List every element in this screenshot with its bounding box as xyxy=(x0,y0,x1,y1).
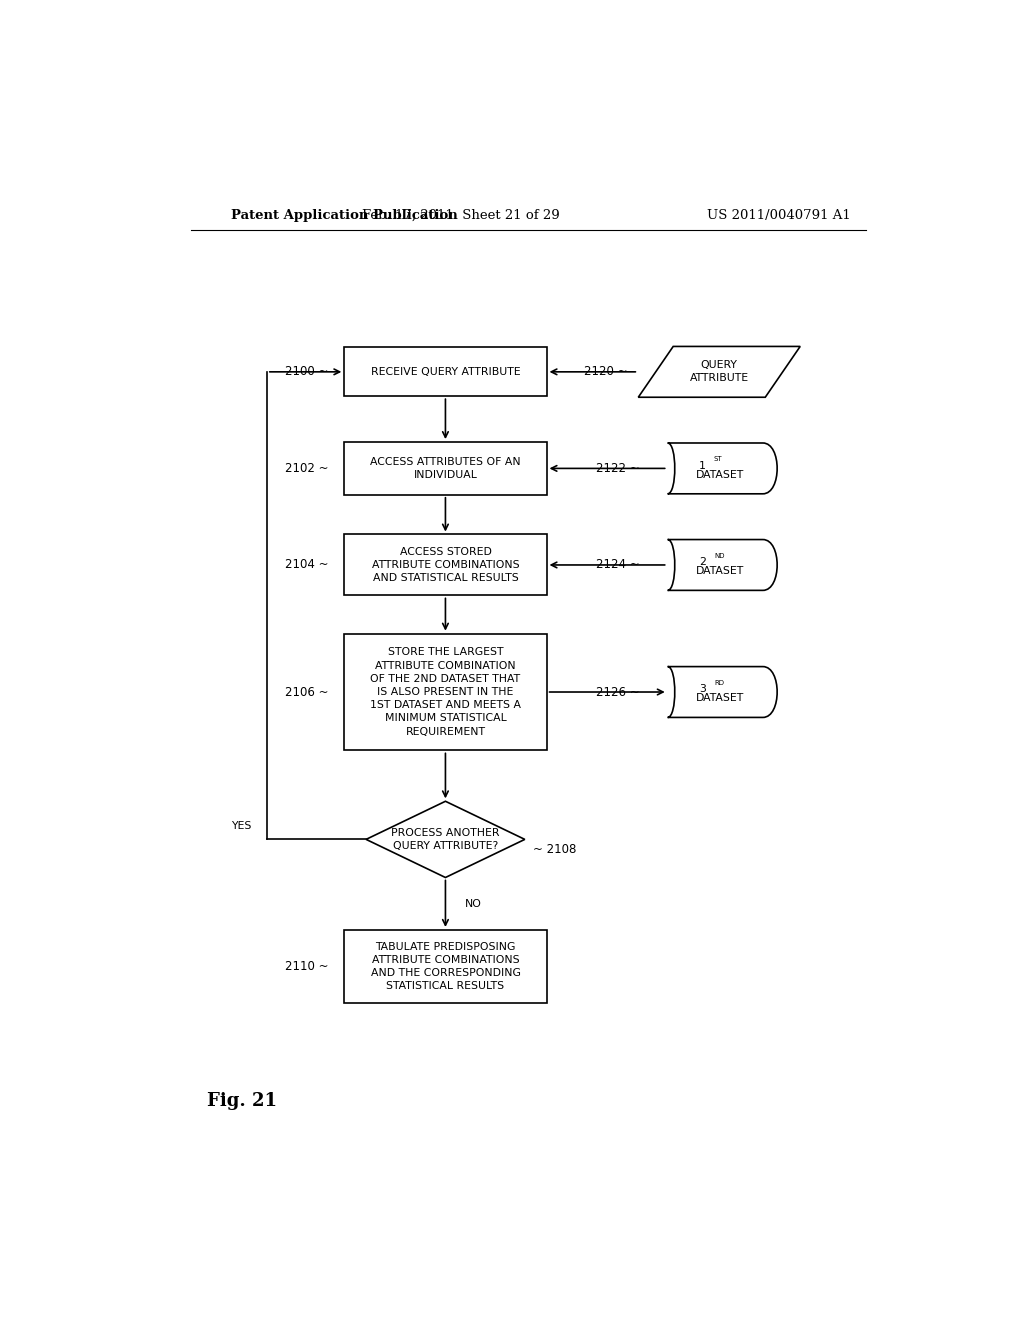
Text: 2100 ~: 2100 ~ xyxy=(285,366,329,379)
Text: ST: ST xyxy=(714,457,723,462)
Text: 2122 ~: 2122 ~ xyxy=(596,462,640,475)
Text: ~ 2108: ~ 2108 xyxy=(532,843,577,857)
Text: Feb. 17, 2011  Sheet 21 of 29: Feb. 17, 2011 Sheet 21 of 29 xyxy=(362,209,560,222)
Text: 3: 3 xyxy=(699,685,707,694)
Text: 2110 ~: 2110 ~ xyxy=(285,960,329,973)
Text: 2124 ~: 2124 ~ xyxy=(596,558,640,572)
Bar xyxy=(344,634,547,751)
Text: 2126 ~: 2126 ~ xyxy=(596,685,640,698)
Text: 2106 ~: 2106 ~ xyxy=(285,685,329,698)
PathPatch shape xyxy=(668,444,777,494)
Text: 2: 2 xyxy=(699,557,707,568)
PathPatch shape xyxy=(668,540,777,590)
Text: RD: RD xyxy=(714,680,724,686)
Bar xyxy=(344,535,547,595)
Text: STORE THE LARGEST
ATTRIBUTE COMBINATION
OF THE 2ND DATASET THAT
IS ALSO PRESENT : STORE THE LARGEST ATTRIBUTE COMBINATION … xyxy=(370,647,521,737)
Text: ND: ND xyxy=(714,553,725,558)
Text: TABULATE PREDISPOSING
ATTRIBUTE COMBINATIONS
AND THE CORRESPONDING
STATISTICAL R: TABULATE PREDISPOSING ATTRIBUTE COMBINAT… xyxy=(371,941,520,991)
Text: Fig. 21: Fig. 21 xyxy=(207,1092,278,1110)
Text: DATASET: DATASET xyxy=(696,566,744,576)
Text: RECEIVE QUERY ATTRIBUTE: RECEIVE QUERY ATTRIBUTE xyxy=(371,367,520,376)
Text: 2102 ~: 2102 ~ xyxy=(285,462,329,475)
Text: 1: 1 xyxy=(699,461,707,471)
Text: DATASET: DATASET xyxy=(696,470,744,479)
Text: QUERY
ATTRIBUTE: QUERY ATTRIBUTE xyxy=(690,360,749,383)
Text: US 2011/0040791 A1: US 2011/0040791 A1 xyxy=(707,209,851,222)
Bar xyxy=(344,347,547,396)
Text: 2120 ~: 2120 ~ xyxy=(585,366,628,379)
Polygon shape xyxy=(367,801,524,878)
Text: Patent Application Publication: Patent Application Publication xyxy=(231,209,458,222)
Text: NO: NO xyxy=(465,899,482,908)
Text: ACCESS ATTRIBUTES OF AN
INDIVIDUAL: ACCESS ATTRIBUTES OF AN INDIVIDUAL xyxy=(370,457,521,480)
Bar xyxy=(344,929,547,1003)
Bar xyxy=(344,442,547,495)
Text: PROCESS ANOTHER
QUERY ATTRIBUTE?: PROCESS ANOTHER QUERY ATTRIBUTE? xyxy=(391,828,500,851)
PathPatch shape xyxy=(668,667,777,718)
Text: 2104 ~: 2104 ~ xyxy=(285,558,329,572)
Text: YES: YES xyxy=(230,821,251,832)
Text: DATASET: DATASET xyxy=(696,693,744,704)
Text: ACCESS STORED
ATTRIBUTE COMBINATIONS
AND STATISTICAL RESULTS: ACCESS STORED ATTRIBUTE COMBINATIONS AND… xyxy=(372,546,519,583)
Polygon shape xyxy=(638,346,800,397)
